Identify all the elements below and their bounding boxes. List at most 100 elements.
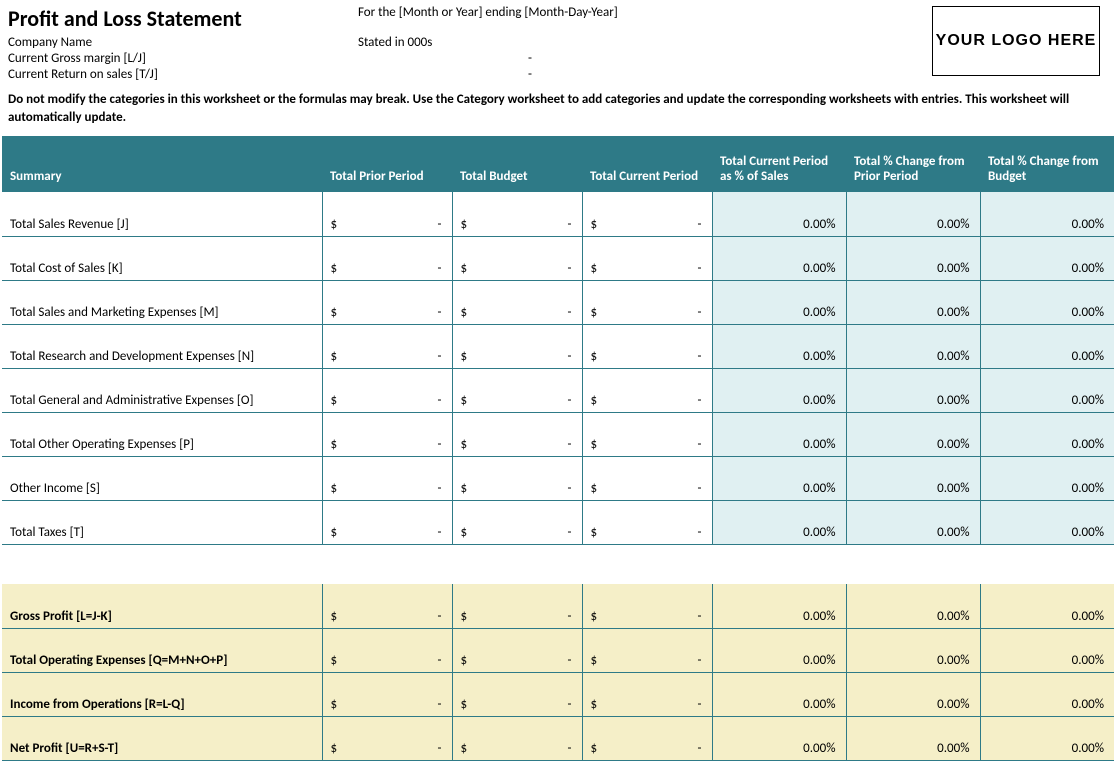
money-cell: $-: [582, 412, 712, 456]
pct-cell: 0.00%: [846, 500, 980, 544]
money-cell: $-: [582, 628, 712, 672]
table-row: Total Operating Expenses [Q=M+N+O+P]$-$-…: [2, 628, 1114, 672]
col-summary: Summary: [2, 136, 322, 192]
table-row: Income from Operations [R=L-Q]$-$-$-0.00…: [2, 672, 1114, 716]
warning-text: Do not modify the categories in this wor…: [0, 83, 1116, 136]
money-cell: $-: [322, 324, 452, 368]
money-cell: $-: [452, 672, 582, 716]
period-line: For the [Month or Year] ending [Month-Da…: [358, 5, 932, 34]
money-cell: $-: [322, 584, 452, 628]
pct-cell: 0.00%: [846, 280, 980, 324]
money-cell: $-: [452, 192, 582, 236]
money-cell: $-: [322, 368, 452, 412]
col-budget: Total Budget: [452, 136, 582, 192]
money-cell: $-: [322, 192, 452, 236]
pct-cell: 0.00%: [980, 584, 1114, 628]
pct-cell: 0.00%: [980, 368, 1114, 412]
col-pct-prior: Total % Change from Prior Period: [846, 136, 980, 192]
row-label: Total Research and Development Expenses …: [2, 324, 322, 368]
pct-cell: 0.00%: [980, 628, 1114, 672]
stated-in: Stated in 000s: [358, 35, 932, 50]
table-row: Gross Profit [L=J-K]$-$-$-0.00%0.00%0.00…: [2, 584, 1114, 628]
table-header-row: Summary Total Prior Period Total Budget …: [2, 136, 1114, 192]
table-row: Total Cost of Sales [K]$-$-$-0.00%0.00%0…: [2, 236, 1114, 280]
pct-cell: 0.00%: [846, 324, 980, 368]
pct-cell: 0.00%: [980, 500, 1114, 544]
table-row: Other Income [S]$-$-$-0.00%0.00%0.00%: [2, 456, 1114, 500]
money-cell: $-: [582, 368, 712, 412]
pct-cell: 0.00%: [980, 412, 1114, 456]
money-cell: $-: [582, 672, 712, 716]
summary-table: Summary Total Prior Period Total Budget …: [2, 136, 1114, 761]
pct-cell: 0.00%: [712, 584, 846, 628]
pct-cell: 0.00%: [712, 716, 846, 760]
money-cell: $-: [322, 236, 452, 280]
company-name-label: Company Name: [8, 35, 358, 50]
money-cell: $-: [322, 280, 452, 324]
money-cell: $-: [452, 716, 582, 760]
money-cell: $-: [452, 500, 582, 544]
money-cell: $-: [452, 236, 582, 280]
pct-cell: 0.00%: [712, 324, 846, 368]
money-cell: $-: [452, 628, 582, 672]
col-pct-budget: Total % Change from Budget: [980, 136, 1114, 192]
page-title: Profit and Loss Statement: [8, 5, 358, 32]
row-label: Total Sales and Marketing Expenses [M]: [2, 280, 322, 324]
money-cell: $-: [322, 412, 452, 456]
pct-cell: 0.00%: [846, 456, 980, 500]
table-row: Total Sales Revenue [J]$-$-$-0.00%0.00%0…: [2, 192, 1114, 236]
logo-placeholder: YOUR LOGO HERE: [932, 6, 1100, 76]
gap-row: [2, 544, 1114, 584]
return-on-sales-label: Current Return on sales [T/J]: [8, 67, 358, 82]
pct-cell: 0.00%: [712, 500, 846, 544]
money-cell: $-: [322, 672, 452, 716]
pct-cell: 0.00%: [712, 412, 846, 456]
header-left: Profit and Loss Statement For the [Month…: [8, 4, 932, 83]
row-label: Gross Profit [L=J-K]: [2, 584, 322, 628]
money-cell: $-: [452, 456, 582, 500]
money-cell: $-: [452, 584, 582, 628]
pct-cell: 0.00%: [846, 236, 980, 280]
money-cell: $-: [582, 280, 712, 324]
pct-cell: 0.00%: [712, 672, 846, 716]
row-label: Total Operating Expenses [Q=M+N+O+P]: [2, 628, 322, 672]
col-prior: Total Prior Period: [322, 136, 452, 192]
money-cell: $-: [322, 628, 452, 672]
row-label: Other Income [S]: [2, 456, 322, 500]
pct-cell: 0.00%: [846, 672, 980, 716]
row-label: Income from Operations [R=L-Q]: [2, 672, 322, 716]
table-row: Total Research and Development Expenses …: [2, 324, 1114, 368]
money-cell: $-: [322, 500, 452, 544]
pct-cell: 0.00%: [846, 584, 980, 628]
money-cell: $-: [582, 324, 712, 368]
pct-cell: 0.00%: [980, 236, 1114, 280]
row-label: Total Taxes [T]: [2, 500, 322, 544]
row-label: Total Cost of Sales [K]: [2, 236, 322, 280]
money-cell: $-: [582, 192, 712, 236]
pct-cell: 0.00%: [712, 236, 846, 280]
table-row: Total General and Administrative Expense…: [2, 368, 1114, 412]
pct-cell: 0.00%: [846, 628, 980, 672]
pct-cell: 0.00%: [980, 456, 1114, 500]
pct-cell: 0.00%: [980, 192, 1114, 236]
pct-cell: 0.00%: [712, 456, 846, 500]
pct-cell: 0.00%: [980, 672, 1114, 716]
row-label: Net Profit [U=R+S-T]: [2, 716, 322, 760]
money-cell: $-: [452, 280, 582, 324]
col-pct-sales: Total Current Period as % of Sales: [712, 136, 846, 192]
money-cell: $-: [582, 584, 712, 628]
row-label: Total Sales Revenue [J]: [2, 192, 322, 236]
money-cell: $-: [452, 412, 582, 456]
pct-cell: 0.00%: [980, 324, 1114, 368]
header: Profit and Loss Statement For the [Month…: [0, 0, 1116, 83]
row-label: Total Other Operating Expenses [P]: [2, 412, 322, 456]
pct-cell: 0.00%: [846, 368, 980, 412]
pct-cell: 0.00%: [846, 192, 980, 236]
gross-margin-value: -: [358, 51, 932, 66]
table-row: Total Other Operating Expenses [P]$-$-$-…: [2, 412, 1114, 456]
money-cell: $-: [452, 324, 582, 368]
profit-loss-statement: Profit and Loss Statement For the [Month…: [0, 0, 1116, 761]
table-row: Total Sales and Marketing Expenses [M]$-…: [2, 280, 1114, 324]
row-label: Total General and Administrative Expense…: [2, 368, 322, 412]
table-row: Net Profit [U=R+S-T]$-$-$-0.00%0.00%0.00…: [2, 716, 1114, 760]
